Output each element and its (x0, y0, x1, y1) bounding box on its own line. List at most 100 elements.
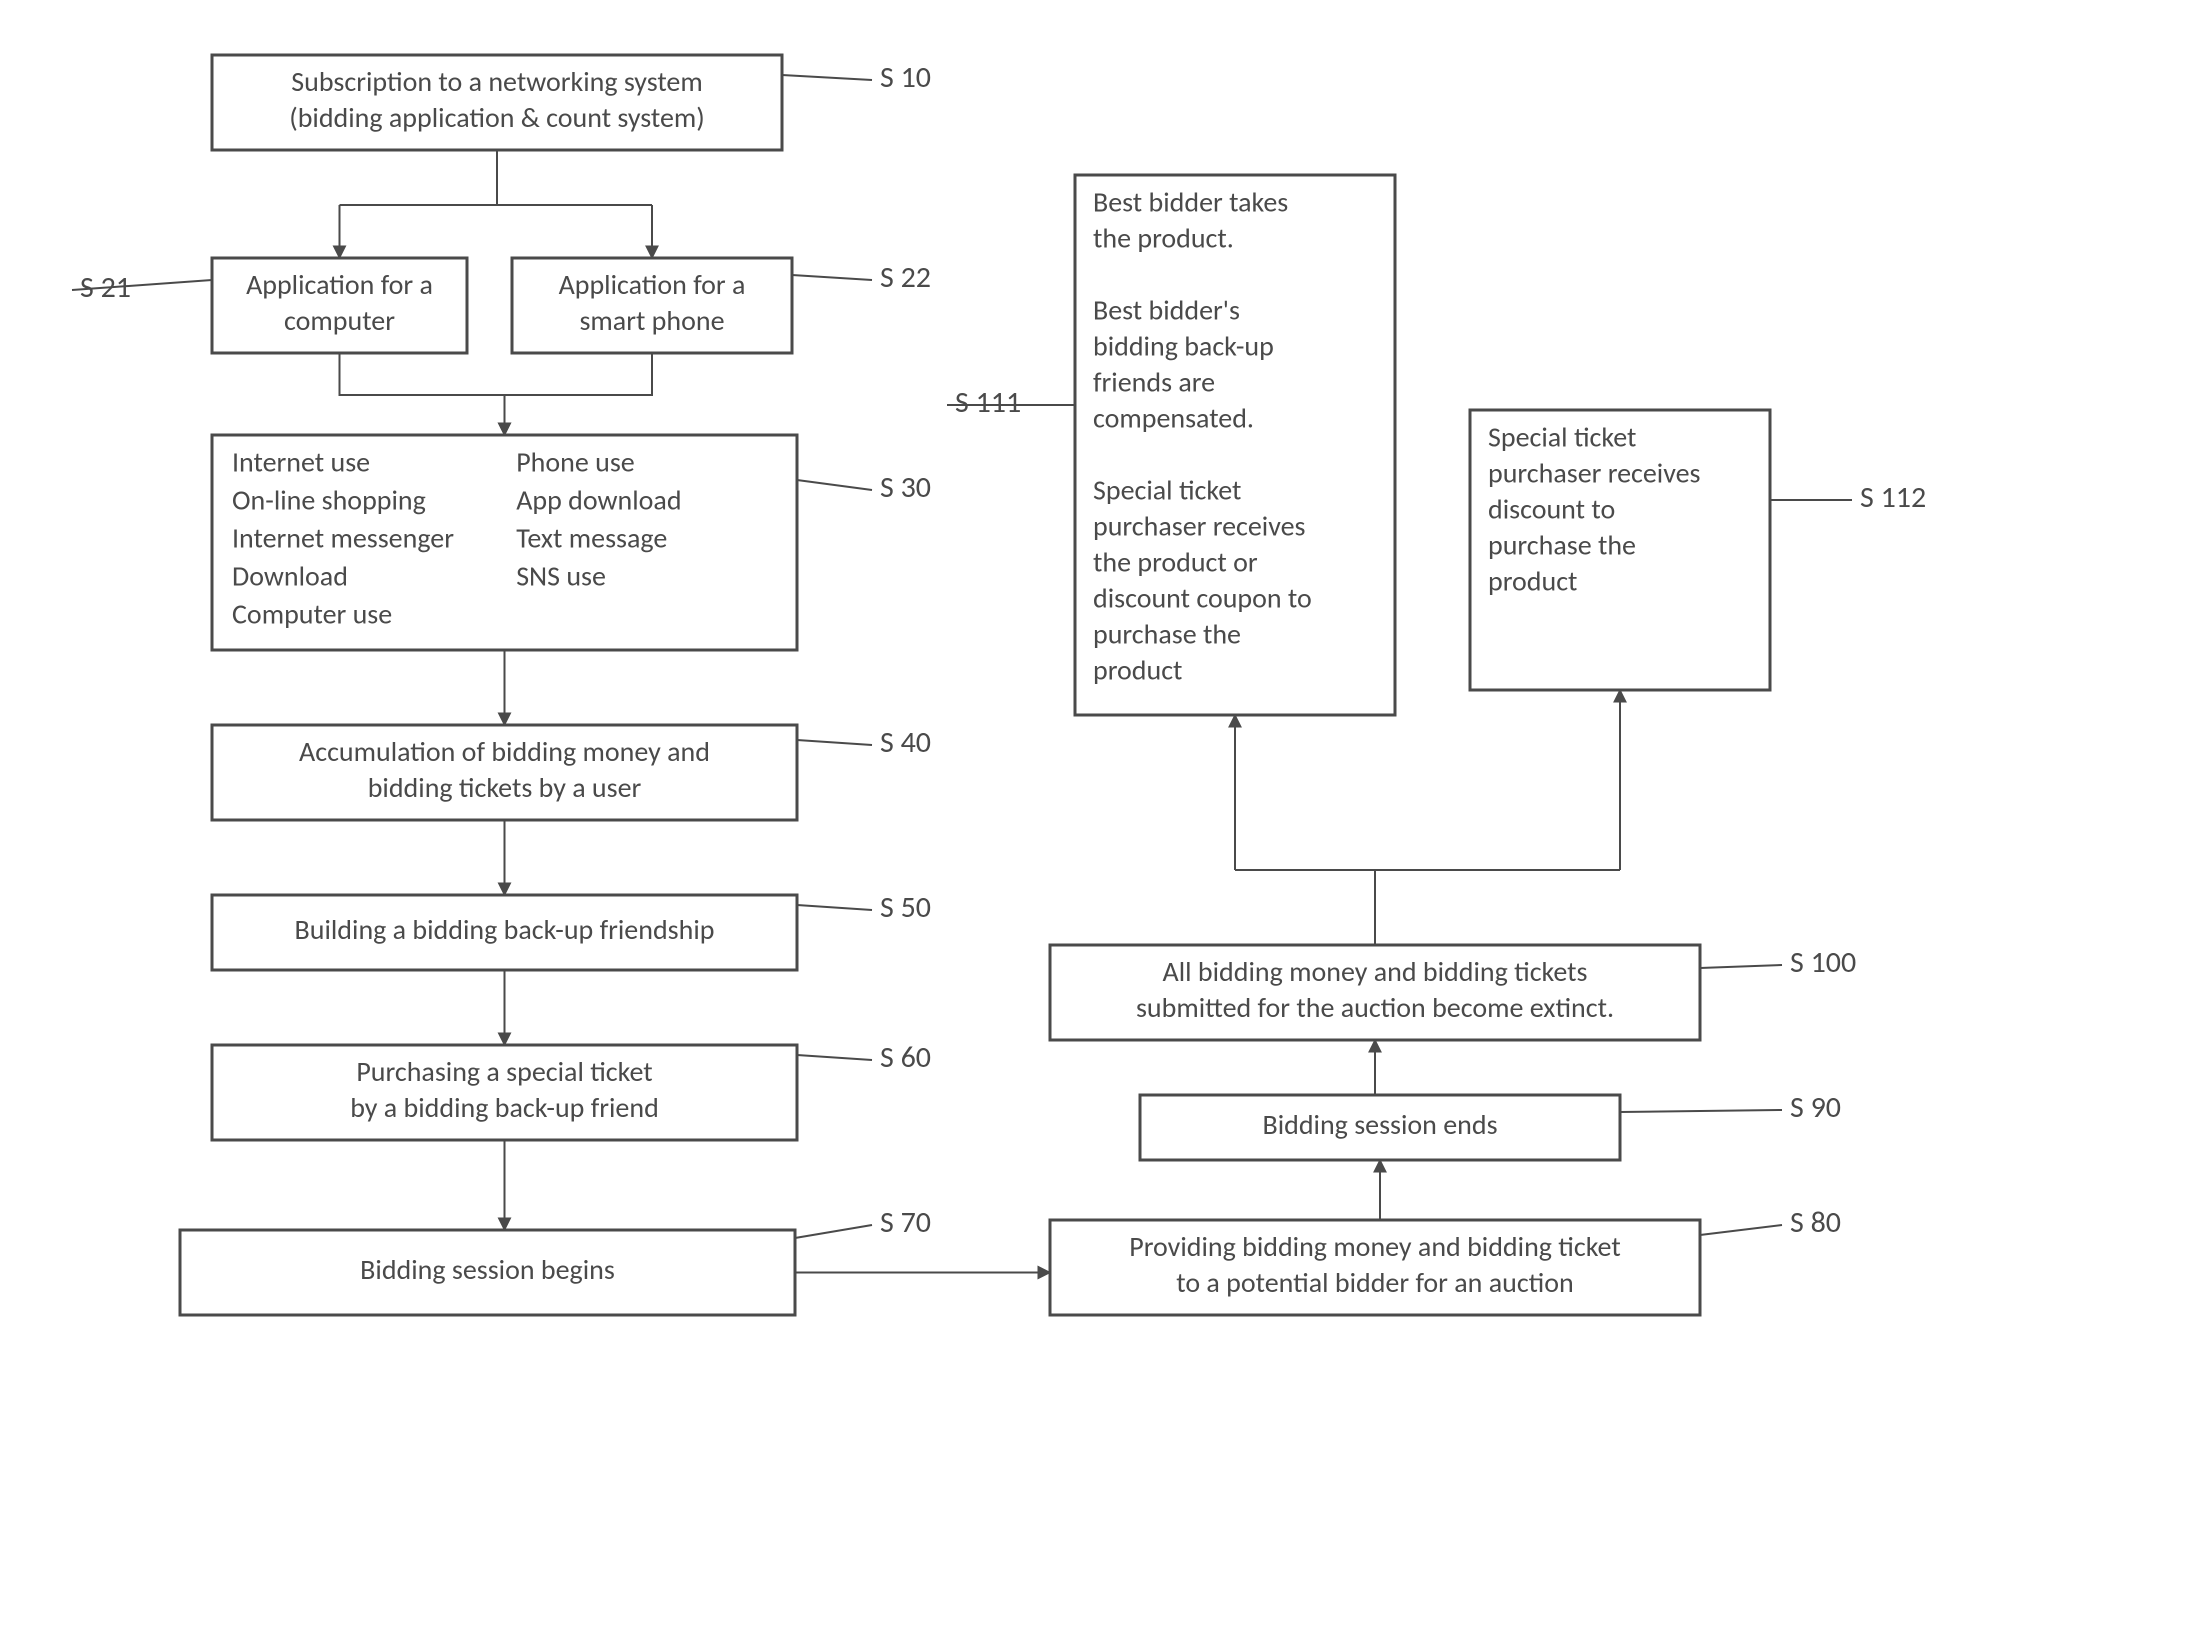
flowchart: Subscription to a networking system(bidd… (0, 0, 2207, 1637)
label-text-s10: S 10 (880, 59, 931, 96)
node-s60: Purchasing a special ticketby a bidding … (212, 1045, 797, 1140)
label-leader (797, 480, 872, 490)
node-s10-line-0: Subscription to a networking system (291, 64, 702, 99)
label-s80: S 80 (1700, 1204, 1841, 1241)
edge-segment (340, 353, 505, 395)
node-s112-line-0: Special ticket (1488, 420, 1636, 455)
label-s60: S 60 (797, 1039, 931, 1076)
label-s40: S 40 (797, 724, 931, 761)
node-s30-col1-3: Download (232, 559, 348, 594)
label-s111: S 111 (947, 384, 1075, 421)
node-s112: Special ticketpurchaser receivesdiscount… (1470, 410, 1770, 690)
node-s100-line-0: All bidding money and bidding tickets (1163, 954, 1588, 989)
node-s50-line-0: Building a bidding back-up friendship (295, 912, 715, 947)
node-s111-line-10: the product or (1093, 545, 1258, 580)
node-s10-line-1: (bidding application & count system) (289, 100, 705, 135)
label-text-s50: S 50 (880, 889, 931, 926)
node-s90: Bidding session ends (1140, 1095, 1620, 1160)
node-s112-line-1: purchaser receives (1488, 456, 1701, 491)
node-s111-line-13: product (1093, 653, 1182, 688)
label-text-s22: S 22 (880, 259, 931, 296)
label-leader (797, 905, 872, 910)
node-s100-line-1: submitted for the auction become extinct… (1136, 990, 1614, 1025)
node-s111-line-8: Special ticket (1093, 473, 1241, 508)
edge-segment (505, 353, 653, 395)
node-s30-col1-2: Internet messenger (232, 521, 454, 556)
node-s111-line-1: the product. (1093, 221, 1234, 256)
label-s112: S 112 (1770, 479, 1926, 516)
label-text-s30: S 30 (880, 469, 931, 506)
label-text-s70: S 70 (880, 1204, 931, 1241)
node-s30-col1-0: Internet use (232, 445, 370, 480)
node-s80: Providing bidding money and bidding tick… (1050, 1220, 1700, 1315)
node-s111-line-5: friends are (1093, 365, 1215, 400)
label-s22: S 22 (792, 259, 931, 296)
label-s30: S 30 (797, 469, 931, 506)
node-s111-line-11: discount coupon to (1093, 581, 1312, 616)
node-s111: Best bidder takesthe product. Best bidder… (1075, 175, 1395, 715)
edge-segment (1375, 870, 1620, 945)
label-leader (797, 1055, 872, 1060)
node-s80-line-0: Providing bidding money and bidding tick… (1129, 1229, 1620, 1264)
nodes-layer: Subscription to a networking system(bidd… (180, 55, 1770, 1315)
node-s112-line-3: purchase the (1488, 528, 1636, 563)
node-s70-line-0: Bidding session begins (360, 1252, 615, 1287)
label-leader (1620, 1110, 1782, 1112)
node-s90-line-0: Bidding session ends (1262, 1107, 1497, 1142)
node-s30: Internet useOn-line shoppingInternet mes… (212, 435, 797, 650)
node-s60-line-1: by a bidding back-up friend (350, 1090, 659, 1125)
label-s90: S 90 (1620, 1089, 1841, 1126)
node-s40: Accumulation of bidding money andbidding… (212, 725, 797, 820)
label-text-s80: S 80 (1790, 1204, 1841, 1241)
node-s111-line-0: Best bidder takes (1093, 185, 1288, 220)
label-leader (1700, 965, 1782, 968)
node-s111-line-3: Best bidder's (1093, 293, 1240, 328)
label-text-s90: S 90 (1790, 1089, 1841, 1126)
node-s30-col1-1: On-line shopping (232, 483, 426, 518)
label-s50: S 50 (797, 889, 931, 926)
label-s70: S 70 (795, 1204, 931, 1241)
label-leader (792, 275, 872, 280)
edge-segment (497, 150, 652, 205)
label-text-s100: S 100 (1790, 944, 1856, 981)
node-s22-line-1: smart phone (579, 303, 724, 338)
node-s40-line-0: Accumulation of bidding money and (299, 734, 710, 769)
label-text-s112: S 112 (1860, 479, 1926, 516)
label-leader (797, 740, 872, 745)
node-s60-line-0: Purchasing a special ticket (356, 1054, 652, 1089)
label-leader (795, 1225, 872, 1238)
label-text-s60: S 60 (880, 1039, 931, 1076)
node-s22-line-0: Application for a (559, 267, 746, 302)
edge-segment (1235, 870, 1375, 945)
label-leader (1700, 1225, 1782, 1235)
node-s50: Building a bidding back-up friendship (212, 895, 797, 970)
node-s70: Bidding session begins (180, 1230, 795, 1315)
label-text-s111: S 111 (955, 384, 1021, 421)
node-s21: Application for acomputer (212, 258, 467, 353)
node-s30-col2-3: SNS use (516, 559, 606, 594)
label-s21: S 21 (72, 269, 212, 306)
node-s112-line-2: discount to (1488, 492, 1615, 527)
node-s30-col2-0: Phone use (516, 445, 635, 480)
node-s100: All bidding money and bidding ticketssub… (1050, 945, 1700, 1040)
label-s10: S 10 (782, 59, 931, 96)
node-s111-line-6: compensated. (1093, 401, 1254, 436)
node-s21-line-0: Application for a (246, 267, 433, 302)
node-s10: Subscription to a networking system(bidd… (212, 55, 782, 150)
edge-segment (340, 150, 498, 205)
label-leader (782, 75, 872, 80)
node-s21-line-1: computer (284, 303, 395, 338)
node-s30-col2-2: Text message (516, 521, 667, 556)
label-text-s21: S 21 (80, 269, 131, 306)
node-s112-line-4: product (1488, 564, 1577, 599)
node-s22: Application for asmart phone (512, 258, 792, 353)
node-s40-line-1: bidding tickets by a user (368, 770, 642, 805)
label-s100: S 100 (1700, 944, 1856, 981)
node-s111-line-12: purchase the (1093, 617, 1241, 652)
node-s111-line-4: bidding back-up (1093, 329, 1274, 364)
node-s30-col1-4: Computer use (232, 597, 392, 632)
node-s111-line-9: purchaser receives (1093, 509, 1306, 544)
node-s80-line-1: to a potential bidder for an auction (1176, 1265, 1574, 1300)
label-text-s40: S 40 (880, 724, 931, 761)
node-s30-col2-1: App download (516, 483, 681, 518)
